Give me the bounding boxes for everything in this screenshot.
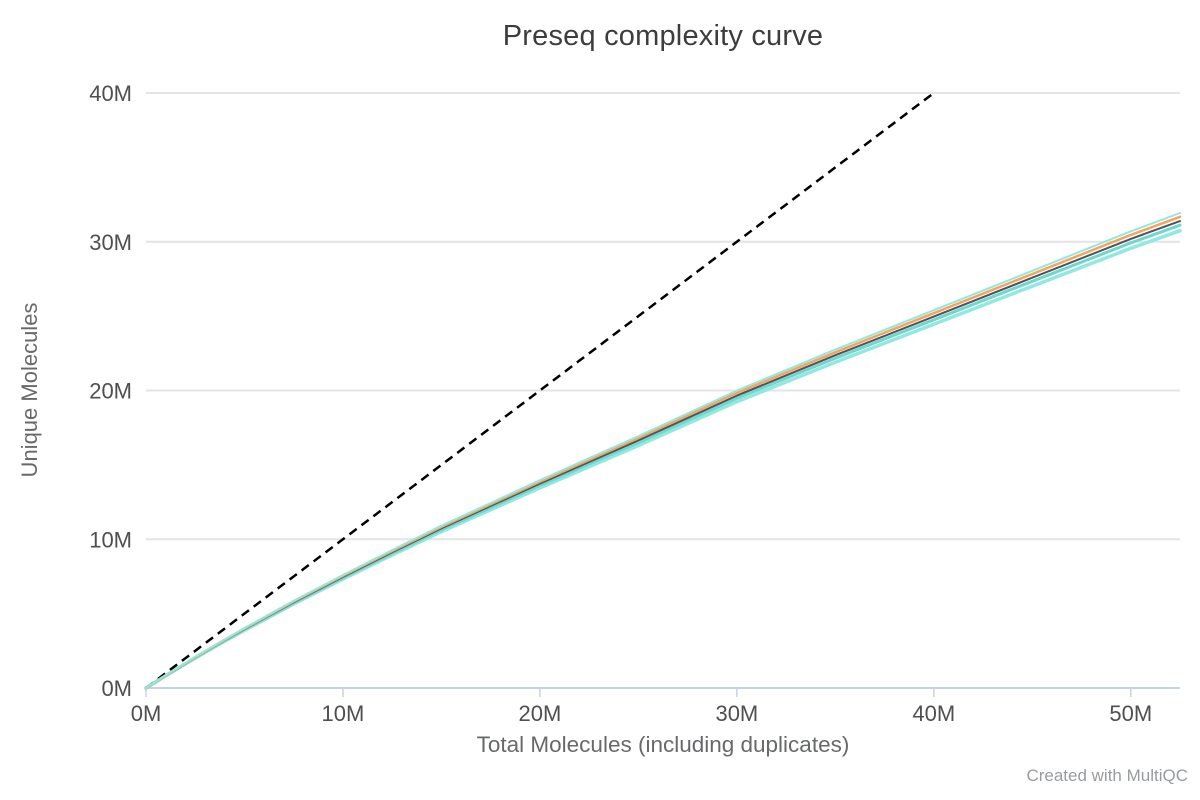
y-tick-label-10M: 10M [89, 527, 132, 552]
y-tick-label-20M: 20M [89, 379, 132, 404]
chart-title: Preseq complexity curve [502, 20, 824, 52]
multiqc-watermark: Created with MultiQC [1026, 766, 1188, 785]
x-tick-label-0M: 0M [131, 701, 162, 726]
x-tick-label-10M: 10M [322, 701, 365, 726]
x-axis-title: Total Molecules (including duplicates) [476, 732, 850, 757]
curve-sample_5[interactable] [144, 228, 1182, 690]
x-tick-label-20M: 20M [519, 701, 562, 726]
y-tick-label-30M: 30M [89, 230, 132, 255]
y-tick-label-0M: 0M [101, 676, 132, 701]
curve-sample_3[interactable] [145, 220, 1181, 689]
x-tick-label-40M: 40M [912, 701, 955, 726]
curve-sample_4[interactable] [144, 223, 1182, 690]
x-tick-label-30M: 30M [715, 701, 758, 726]
curve-sample_1[interactable] [145, 212, 1181, 689]
y-tick-label-40M: 40M [89, 81, 132, 106]
x-tick-label-50M: 50M [1109, 701, 1152, 726]
